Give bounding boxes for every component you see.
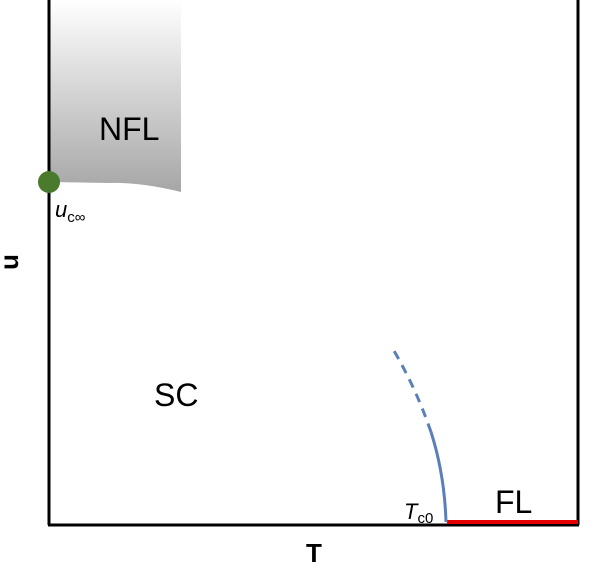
fl-label: FL	[495, 484, 532, 520]
nfl-label: NFL	[99, 111, 159, 147]
u-c-inf-label: uc∞	[55, 197, 86, 226]
sc-boundary-dashed	[391, 348, 433, 433]
sc-label: SC	[154, 377, 198, 413]
sc-boundary-solid	[429, 431, 448, 523]
t-c0-label: Tc0	[404, 499, 433, 527]
y-axis-label: u	[0, 254, 24, 270]
x-axis-label: T	[306, 538, 322, 568]
critical-point-dot	[38, 171, 60, 193]
nfl-region	[49, 0, 181, 192]
